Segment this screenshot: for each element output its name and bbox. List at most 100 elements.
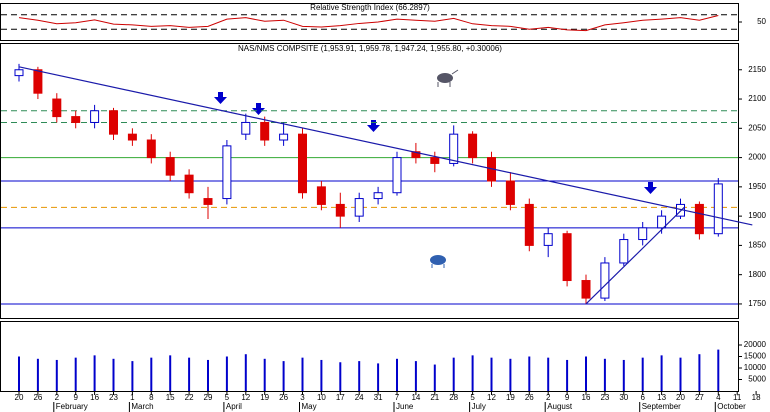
x-tick-label: 5 — [470, 393, 475, 402]
x-tick-label: 23 — [109, 393, 118, 402]
month-label: February — [56, 402, 88, 411]
y-tick-label: 1750 — [748, 299, 766, 308]
x-tick-label: 17 — [336, 393, 345, 402]
candle-body — [52, 98, 62, 118]
candle-body — [33, 69, 43, 94]
x-tick-label: 10 — [317, 393, 326, 402]
x-tick-label: 21 — [430, 393, 439, 402]
x-tick-label: 26 — [33, 393, 42, 402]
x-tick-label: 6 — [640, 393, 645, 402]
x-tick-label: 4 — [716, 393, 721, 402]
x-tick-label: 24 — [355, 393, 364, 402]
x-tick-label: 28 — [449, 393, 458, 402]
bear-icon — [430, 255, 446, 268]
candle-body — [260, 121, 270, 141]
candle-body — [184, 174, 194, 194]
y-tick-label: 1800 — [748, 270, 766, 279]
arrow — [214, 92, 227, 104]
trendline — [18, 66, 753, 226]
candle-body — [600, 262, 610, 299]
candle-body — [524, 203, 534, 246]
price-panel — [0, 43, 739, 319]
candle-body — [279, 133, 289, 141]
x-tick-label: 9 — [565, 393, 570, 402]
month-label: September — [642, 402, 681, 411]
y-tick-label: 15000 — [744, 352, 767, 361]
x-tick-label: 7 — [395, 393, 400, 402]
candle-body — [14, 69, 24, 77]
candle-body — [657, 215, 667, 229]
candle-body — [373, 192, 383, 200]
arrow — [367, 120, 380, 132]
arrow — [252, 103, 265, 115]
x-tick-label: 20 — [676, 393, 685, 402]
x-tick-label: 13 — [657, 393, 666, 402]
x-tick-label: 29 — [204, 393, 213, 402]
x-tick-label: 23 — [600, 393, 609, 402]
candle-body — [411, 151, 421, 159]
x-tick-label: 9 — [73, 393, 78, 402]
x-tick-label: 22 — [185, 393, 194, 402]
x-tick-label: 8 — [149, 393, 154, 402]
candle-body — [109, 110, 118, 135]
candle-body — [581, 280, 591, 299]
rsi-line — [18, 15, 719, 32]
x-tick-label: 2 — [546, 393, 551, 402]
candle-body — [505, 180, 515, 205]
bull-icon — [437, 69, 459, 87]
x-tick-label: 2 — [55, 393, 60, 402]
candle-body — [392, 157, 402, 194]
x-tick-label: 12 — [487, 393, 496, 402]
x-tick-label: 26 — [525, 393, 534, 402]
x-tick-label: 27 — [695, 393, 704, 402]
candle-body — [543, 233, 553, 246]
x-tick-label: 5 — [225, 393, 230, 402]
y-tick-label: 2000 — [748, 153, 766, 162]
arrows — [214, 92, 657, 194]
x-tick-label: 14 — [411, 393, 420, 402]
candle-body — [354, 198, 364, 217]
candle-body — [71, 116, 81, 123]
y-tick-label: 2100 — [748, 94, 766, 103]
candle-body — [298, 133, 307, 194]
month-label: July — [472, 402, 486, 411]
month-label: May — [302, 402, 317, 411]
candle-body — [562, 233, 572, 282]
y-tick-label: 1900 — [748, 211, 766, 220]
arrow — [644, 182, 657, 194]
x-tick-label: 31 — [374, 393, 383, 402]
candle-body — [203, 198, 213, 205]
candle-body — [146, 139, 156, 159]
month-label: June — [396, 402, 414, 411]
candle-body — [241, 121, 251, 135]
x-tick-label: 15 — [166, 393, 175, 402]
x-tick-label: 1 — [130, 393, 135, 402]
month-label: October — [717, 402, 746, 411]
x-tick-label: 12 — [241, 393, 250, 402]
candle-body — [713, 183, 723, 235]
x-tick-label: 26 — [279, 393, 288, 402]
month-label: March — [131, 402, 153, 411]
x-tick-label: 19 — [260, 393, 269, 402]
rsi-title: Relative Strength Index (66.2897) — [310, 3, 430, 12]
y-tick-label: 1850 — [748, 241, 766, 250]
candle-body — [222, 145, 232, 200]
candle-body — [638, 227, 648, 241]
x-tick-label: 16 — [90, 393, 99, 402]
candle-body — [335, 203, 345, 217]
y-tick-label: 2050 — [748, 123, 766, 132]
price-title: NAS/NMS COMPSITE (1,953.91, 1,959.78, 1,… — [238, 44, 502, 53]
month-label: April — [226, 402, 242, 411]
y-tick-label: 50 — [757, 17, 766, 26]
candle-body — [694, 203, 704, 235]
x-tick-label: 3 — [300, 393, 305, 402]
y-tick-label: 20000 — [744, 340, 767, 349]
trendline — [585, 206, 685, 305]
x-tick-label: 16 — [582, 393, 591, 402]
y-tick-label: 1950 — [748, 182, 766, 191]
candle-body — [90, 110, 100, 123]
y-tick-label: 2150 — [748, 65, 766, 74]
x-tick-label: 11 — [733, 393, 742, 402]
